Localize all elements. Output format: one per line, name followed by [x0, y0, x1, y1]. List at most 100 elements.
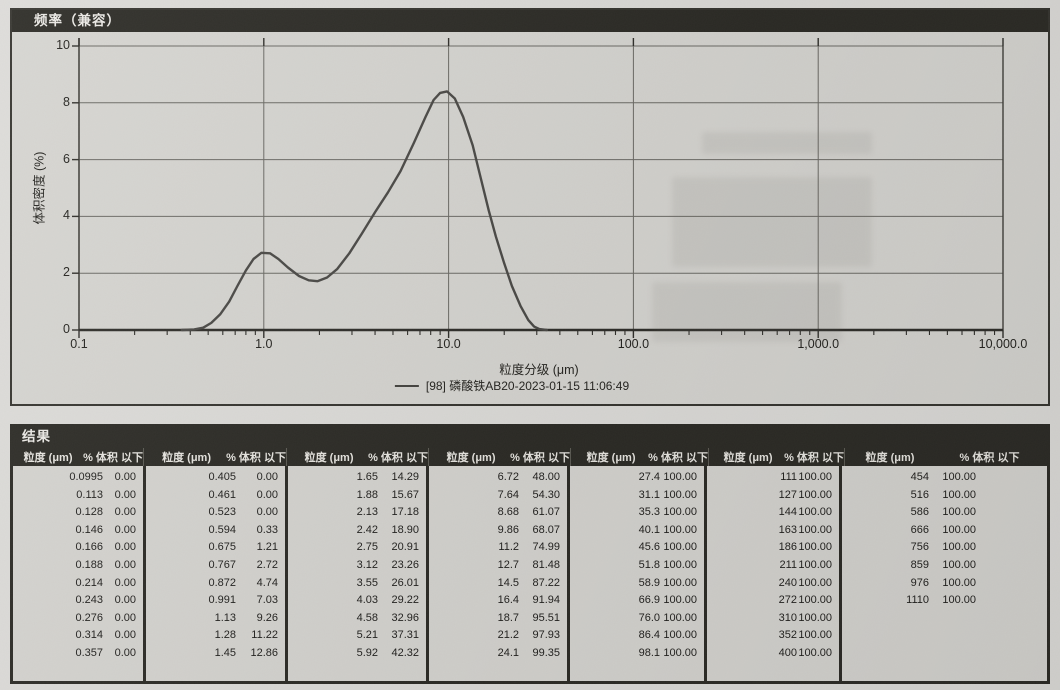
results-table-header: 粒度 (μm)% 体积 以下 粒度 (μm)% 体积 以下 粒度 (μm)% 体积 …: [10, 448, 1050, 466]
percent-under-value: 100.00: [798, 594, 832, 607]
table-row: 0.113 0.00: [13, 487, 143, 505]
results-header-group: 粒度 (μm) % 体积 以下: [574, 448, 709, 466]
table-row: 0.872 4.74: [146, 575, 285, 593]
size-value: 27.4: [638, 471, 660, 483]
table-row: 111 100.00: [707, 469, 839, 487]
table-row: 1.88 15.67: [288, 487, 426, 505]
size-value: 0.523: [208, 506, 236, 519]
size-value: 9.86: [497, 523, 519, 536]
size-value: 0.357: [75, 646, 103, 659]
size-value: 5.21: [356, 629, 378, 642]
table-row: 0.405 0.00: [146, 469, 285, 487]
percent-under-value: 100.00: [663, 646, 697, 659]
percent-under-value: 0.00: [114, 611, 136, 624]
table-row: 5.21 37.31: [288, 627, 426, 645]
table-row: 400 100.00: [707, 645, 839, 663]
size-column-header: 粒度 (μm): [446, 452, 496, 464]
table-row: 86.4 100.00: [570, 627, 704, 645]
percent-under-value: 100.00: [663, 523, 697, 536]
size-value: 0.314: [75, 629, 103, 642]
percent-under-value: 100.00: [663, 488, 697, 501]
size-value: 45.6: [638, 541, 660, 554]
size-value: 211: [779, 558, 797, 571]
x-tick-10: 10.0: [436, 337, 461, 351]
percent-under-value: 100.00: [798, 541, 832, 554]
table-row: 240 100.00: [707, 575, 839, 593]
y-tick-8: 8: [63, 94, 70, 109]
x-axis-title: 粒度分级 (μm): [499, 363, 579, 377]
frequency-chart-panel: 频率（兼容）: [10, 8, 1050, 406]
size-value: 6.72: [497, 471, 519, 483]
percent-under-value: 11.22: [251, 629, 278, 642]
size-value: 0.991: [208, 594, 236, 607]
y-axis-title: 体积密度 (%): [32, 151, 47, 225]
table-row: 0.166 0.00: [13, 539, 143, 557]
table-row: 4.03 29.22: [288, 592, 426, 610]
percent-under-value: 100.00: [942, 488, 976, 501]
table-row: 0.128 0.00: [13, 504, 143, 522]
size-value: 1.13: [214, 611, 236, 624]
percent-under-value: 20.91: [391, 541, 419, 554]
table-row: 0.767 2.72: [146, 557, 285, 575]
size-value: 756: [910, 541, 929, 554]
size-value: 976: [910, 576, 929, 589]
size-value: 1.28: [214, 629, 236, 642]
percent-under-value: 23.26: [391, 558, 419, 571]
y-tick-0: 0: [63, 322, 70, 336]
table-row: 272 100.00: [707, 592, 839, 610]
size-value: 18.7: [497, 611, 519, 624]
size-column-header: 粒度 (μm): [586, 452, 636, 464]
size-value: 0.128: [75, 506, 103, 519]
size-value: 58.9: [638, 576, 660, 589]
size-value: 111: [780, 471, 797, 483]
size-value: 35.3: [638, 506, 660, 519]
percent-under-value: 12.86: [250, 646, 278, 659]
size-value: 51.8: [638, 558, 660, 571]
results-header-group: 粒度 (μm) % 体积 以下: [712, 448, 845, 466]
table-row: 1110 100.00: [842, 592, 976, 610]
table-row: 3.55 26.01: [288, 575, 426, 593]
results-column-group: 111 100.00 127 100.00 144 100.00 163 100.00 186 1…: [707, 466, 839, 681]
table-row: 0.146 0.00: [13, 522, 143, 540]
table-row: 586 100.00: [842, 504, 976, 522]
percent-under-value: 87.22: [532, 576, 560, 589]
size-value: 8.68: [497, 506, 519, 519]
size-value: 0.276: [75, 611, 103, 624]
size-value: 859: [910, 558, 929, 571]
table-row: 0.276 0.00: [13, 610, 143, 628]
percent-under-value: 95.51: [532, 611, 560, 624]
table-row: 24.1 99.35: [429, 645, 567, 663]
results-column-group: 27.4 100.00 31.1 100.00 35.3 100.00 40.1 100.00…: [570, 466, 704, 681]
frequency-curve-plot: [72, 38, 1004, 338]
percent-under-value: 100.00: [798, 488, 832, 501]
size-value: 666: [910, 523, 929, 536]
percent-under-value: 61.07: [532, 506, 560, 519]
percent-under-value: 100.00: [798, 576, 832, 589]
percent-under-value: 54.30: [532, 488, 560, 501]
table-row: 5.92 42.32: [288, 645, 426, 663]
table-row: 51.8 100.00: [570, 557, 704, 575]
y-tick-2: 2: [63, 265, 70, 280]
percent-under-value: 100.00: [798, 523, 832, 536]
size-value: 400: [778, 646, 797, 659]
size-value: 240: [778, 576, 797, 589]
table-row: 859 100.00: [842, 557, 976, 575]
percent-under-value: 100.00: [663, 506, 697, 519]
percent-under-value: 0.00: [114, 558, 136, 571]
percent-under-value: 15.67: [391, 488, 419, 501]
table-row: 454 100.00: [842, 469, 976, 487]
size-value: 0.405: [208, 471, 236, 483]
table-row: 0.594 0.33: [146, 522, 285, 540]
x-tick-100: 100.0: [617, 337, 650, 351]
legend-line-sample: [394, 384, 419, 387]
results-header-group: 粒度 (μm) % 体积 以下: [432, 448, 571, 466]
size-column-header: 粒度 (μm): [162, 452, 211, 464]
size-value: 1110: [906, 594, 929, 607]
percent-column-header: % 体积 以下: [226, 452, 286, 464]
size-value: 1.88: [356, 488, 378, 501]
size-value: 0.675: [208, 541, 236, 554]
table-row: 186 100.00: [707, 539, 839, 557]
table-row: 1.28 11.22: [146, 627, 285, 645]
table-row: 11.2 74.99: [429, 539, 567, 557]
percent-column-header: % 体积 以下: [959, 452, 1020, 464]
